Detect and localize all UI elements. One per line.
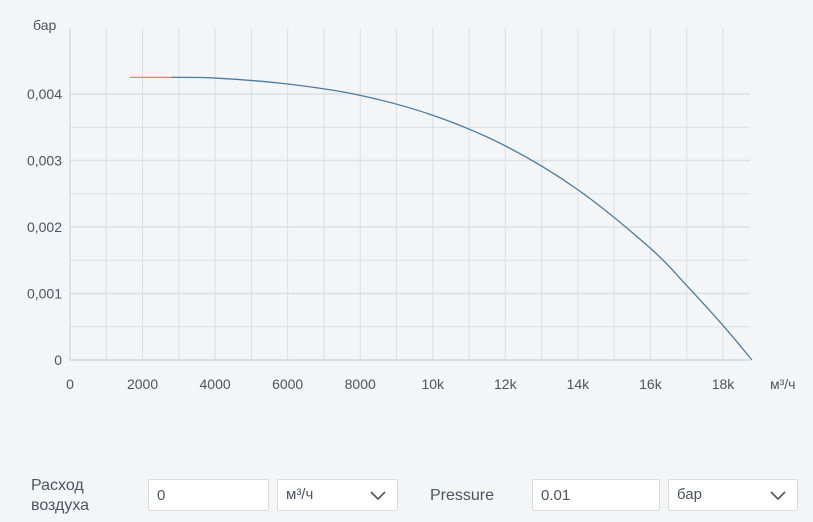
pressure-unit-value: бар (677, 486, 702, 503)
pressure-flow-chart: 0 0,001 0,002 0,003 0,004 0 2000 4000 6000 8000 1… (27, 17, 796, 392)
x-tick-label: 6000 (272, 376, 303, 392)
y-axis-ticks: 0 0,001 0,002 0,003 0,004 (27, 86, 62, 368)
flow-label-line1: Расход (31, 477, 84, 494)
x-tick-label: 12k (494, 376, 518, 392)
pressure-label: Pressure (430, 487, 495, 504)
x-tick-label: 14k (567, 376, 591, 392)
x-axis-ticks: 0 2000 4000 6000 8000 10k 12k 14k 16k 18k (66, 376, 735, 392)
x-tick-label: 8000 (345, 376, 376, 392)
flow-label-line2: воздуха (31, 497, 90, 514)
x-tick-label: 4000 (200, 376, 231, 392)
x-tick-label: 0 (66, 376, 74, 392)
y-tick-label: 0,002 (27, 219, 62, 235)
pressure-unit-select[interactable]: бар (668, 479, 798, 511)
controls-bar: Расход воздуха м³/ч Pressure бар (0, 470, 813, 522)
x-axis-unit-label: м³/ч (770, 376, 795, 392)
pressure-input[interactable] (532, 479, 660, 511)
chart-series (129, 76, 753, 361)
y-axis-unit-label: бар (33, 17, 56, 33)
series-line-blue (171, 76, 753, 361)
chart-grid (69, 28, 750, 361)
chevron-down-icon (370, 491, 386, 501)
chevron-down-icon (770, 491, 786, 501)
x-tick-label: 16k (639, 376, 663, 392)
flow-unit-select[interactable]: м³/ч (277, 479, 398, 511)
flow-unit-value: м³/ч (286, 486, 314, 503)
y-tick-label: 0,003 (27, 153, 62, 169)
flow-label: Расход воздуха (31, 476, 89, 516)
y-tick-label: 0 (54, 352, 62, 368)
x-tick-label: 10k (421, 376, 445, 392)
x-tick-label: 2000 (127, 376, 158, 392)
flow-input[interactable] (148, 479, 269, 511)
x-tick-label: 18k (712, 376, 736, 392)
y-tick-label: 0,004 (27, 86, 62, 102)
y-tick-label: 0,001 (27, 286, 62, 302)
